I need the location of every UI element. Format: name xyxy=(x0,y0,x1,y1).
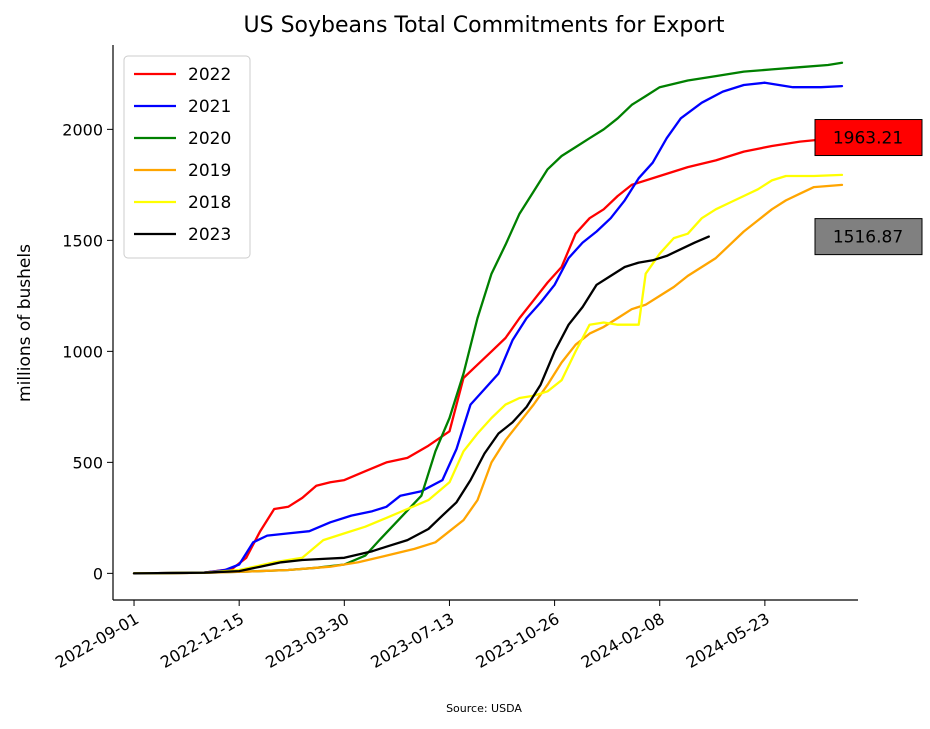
series-layer xyxy=(132,61,844,575)
x-tick-label: 2022-12-15 xyxy=(157,609,247,672)
legend-label-2019: 2019 xyxy=(188,161,231,181)
series-line-2023 xyxy=(132,235,710,575)
x-tick-label: 2024-05-23 xyxy=(683,609,773,672)
callout-value: 1963.21 xyxy=(833,129,903,149)
y-tick-label: 0 xyxy=(93,564,103,583)
chart-title: US Soybeans Total Commitments for Export xyxy=(244,13,725,38)
value-callouts: 1963.21 1516.87 xyxy=(814,119,923,256)
x-tick-label: 2023-03-30 xyxy=(262,609,352,672)
legend-label-2023: 2023 xyxy=(188,225,231,245)
series-line-2020 xyxy=(132,61,844,575)
series-line-2021 xyxy=(132,81,844,575)
y-tick-label: 1000 xyxy=(62,342,103,361)
x-tick-label: 2023-10-26 xyxy=(473,609,563,672)
y-tick-label: 500 xyxy=(72,453,103,472)
x-tick-label: 2022-09-01 xyxy=(52,609,142,672)
legend-label-2020: 2020 xyxy=(188,129,231,149)
series-line-2019 xyxy=(132,183,844,575)
series-line-2022 xyxy=(132,136,844,575)
y-tick-label: 1500 xyxy=(62,231,103,250)
y-tick-label: 2000 xyxy=(62,120,103,139)
series-line-2018 xyxy=(132,173,844,575)
legend-label-2018: 2018 xyxy=(188,193,231,213)
y-axis-label: millions of bushels xyxy=(15,244,35,402)
legend-label-2021: 2021 xyxy=(188,97,231,117)
callout-box xyxy=(814,119,923,157)
source-note: Source: USDA xyxy=(446,702,522,715)
x-tick-label: 2024-02-08 xyxy=(578,609,668,672)
callout-box xyxy=(814,218,923,256)
legend-label-2022: 2022 xyxy=(188,65,231,85)
callout-value: 1516.87 xyxy=(833,228,903,248)
legend: 2022 2021 2020 2019 2018 2023 xyxy=(123,55,251,259)
x-tick-label: 2023-07-13 xyxy=(367,609,457,672)
